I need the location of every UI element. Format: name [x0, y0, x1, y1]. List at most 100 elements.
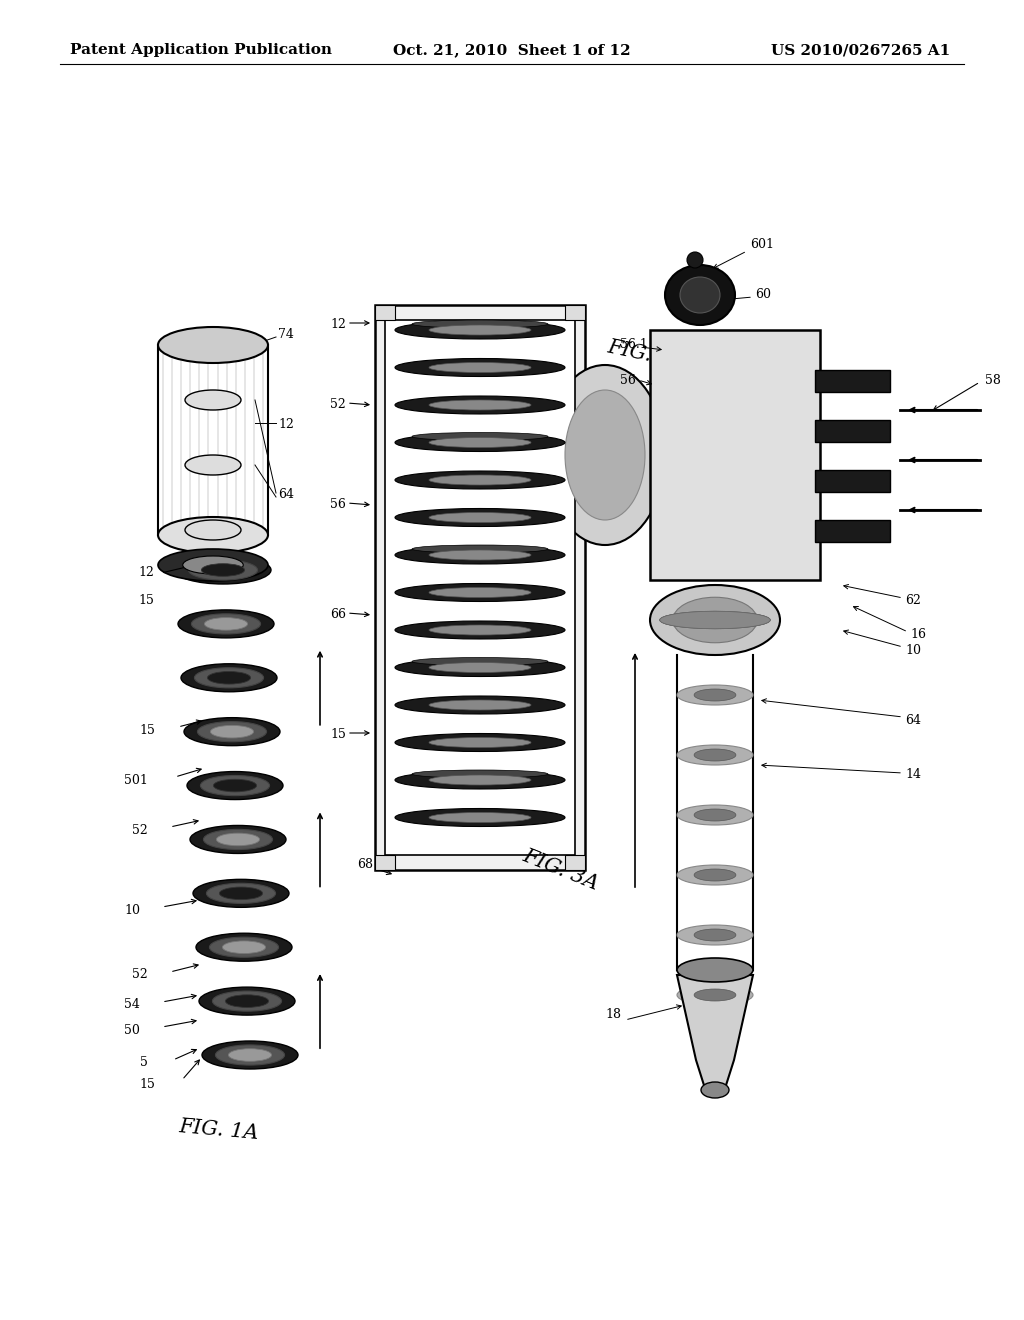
Ellipse shape: [207, 883, 275, 903]
Text: US 2010/0267265 A1: US 2010/0267265 A1: [771, 44, 950, 57]
Text: 12: 12: [330, 318, 346, 331]
Bar: [565, 305, 585, 319]
Ellipse shape: [429, 325, 531, 335]
Ellipse shape: [210, 726, 254, 738]
Ellipse shape: [677, 925, 753, 945]
Text: 15: 15: [139, 723, 155, 737]
Ellipse shape: [395, 734, 565, 751]
Ellipse shape: [198, 722, 266, 742]
Ellipse shape: [215, 1045, 285, 1065]
Ellipse shape: [195, 668, 263, 688]
Text: 52: 52: [132, 969, 148, 982]
Ellipse shape: [694, 989, 736, 1001]
Ellipse shape: [395, 396, 565, 414]
Ellipse shape: [181, 664, 278, 692]
Text: 10: 10: [905, 644, 921, 656]
Ellipse shape: [677, 805, 753, 825]
Text: 15: 15: [139, 1078, 155, 1092]
Text: 74: 74: [278, 329, 294, 342]
Text: FIG. 3A: FIG. 3A: [520, 846, 601, 894]
Ellipse shape: [429, 624, 531, 635]
Ellipse shape: [395, 321, 565, 339]
Ellipse shape: [429, 587, 531, 598]
Ellipse shape: [395, 433, 565, 451]
Ellipse shape: [196, 933, 292, 961]
Ellipse shape: [201, 775, 269, 796]
Text: 52: 52: [330, 399, 346, 412]
Ellipse shape: [191, 614, 260, 634]
Text: 601: 601: [750, 239, 774, 252]
Bar: [815, 370, 890, 392]
Ellipse shape: [429, 363, 531, 372]
Ellipse shape: [694, 929, 736, 941]
Ellipse shape: [219, 887, 262, 900]
Text: FIG. 2A: FIG. 2A: [605, 338, 687, 372]
Text: 64: 64: [278, 488, 294, 502]
Bar: [375, 855, 395, 870]
Ellipse shape: [650, 585, 780, 655]
Text: 60: 60: [755, 289, 771, 301]
Ellipse shape: [659, 611, 770, 628]
Ellipse shape: [694, 748, 736, 762]
Ellipse shape: [395, 808, 565, 826]
Text: 18: 18: [605, 1008, 621, 1022]
Ellipse shape: [694, 689, 736, 701]
Text: Oct. 21, 2010  Sheet 1 of 12: Oct. 21, 2010 Sheet 1 of 12: [393, 44, 631, 57]
Ellipse shape: [429, 475, 531, 484]
Ellipse shape: [395, 696, 565, 714]
Text: 64: 64: [905, 714, 921, 726]
Text: 56: 56: [330, 499, 346, 511]
Text: 14: 14: [905, 768, 921, 781]
Bar: [375, 305, 585, 870]
Text: 12: 12: [138, 566, 154, 579]
Ellipse shape: [677, 865, 753, 884]
Text: 56.1: 56.1: [620, 338, 648, 351]
Text: 10: 10: [124, 903, 140, 916]
Ellipse shape: [429, 700, 531, 710]
Bar: [650, 330, 820, 579]
Ellipse shape: [225, 995, 268, 1007]
Ellipse shape: [673, 597, 758, 643]
Ellipse shape: [395, 471, 565, 488]
Bar: [815, 520, 890, 543]
Text: 66: 66: [330, 609, 346, 622]
Ellipse shape: [395, 771, 565, 789]
Text: 62: 62: [905, 594, 921, 606]
Ellipse shape: [187, 772, 283, 800]
Ellipse shape: [158, 327, 268, 363]
Ellipse shape: [545, 366, 665, 545]
Ellipse shape: [687, 252, 703, 268]
Ellipse shape: [190, 825, 286, 854]
Ellipse shape: [565, 389, 645, 520]
Ellipse shape: [659, 611, 770, 628]
Ellipse shape: [202, 1041, 298, 1069]
Ellipse shape: [395, 659, 565, 676]
Ellipse shape: [222, 941, 265, 953]
Text: 501: 501: [124, 774, 148, 787]
Ellipse shape: [228, 1048, 271, 1061]
Ellipse shape: [193, 879, 289, 907]
Ellipse shape: [216, 833, 260, 846]
Text: 15: 15: [138, 594, 154, 606]
Ellipse shape: [694, 869, 736, 880]
Ellipse shape: [185, 455, 241, 475]
Ellipse shape: [412, 770, 548, 777]
Ellipse shape: [429, 437, 531, 447]
Text: 12: 12: [278, 418, 294, 432]
Bar: [375, 305, 395, 319]
Ellipse shape: [429, 550, 531, 560]
Text: 5: 5: [140, 1056, 148, 1069]
Ellipse shape: [395, 508, 565, 527]
Ellipse shape: [677, 744, 753, 766]
Ellipse shape: [429, 400, 531, 411]
Ellipse shape: [185, 520, 241, 540]
Ellipse shape: [205, 618, 248, 630]
Ellipse shape: [188, 560, 258, 579]
Ellipse shape: [395, 620, 565, 639]
Ellipse shape: [158, 517, 268, 553]
Ellipse shape: [212, 991, 282, 1011]
Text: 52: 52: [132, 824, 148, 837]
Ellipse shape: [412, 433, 548, 441]
Ellipse shape: [694, 809, 736, 821]
Ellipse shape: [412, 319, 548, 327]
